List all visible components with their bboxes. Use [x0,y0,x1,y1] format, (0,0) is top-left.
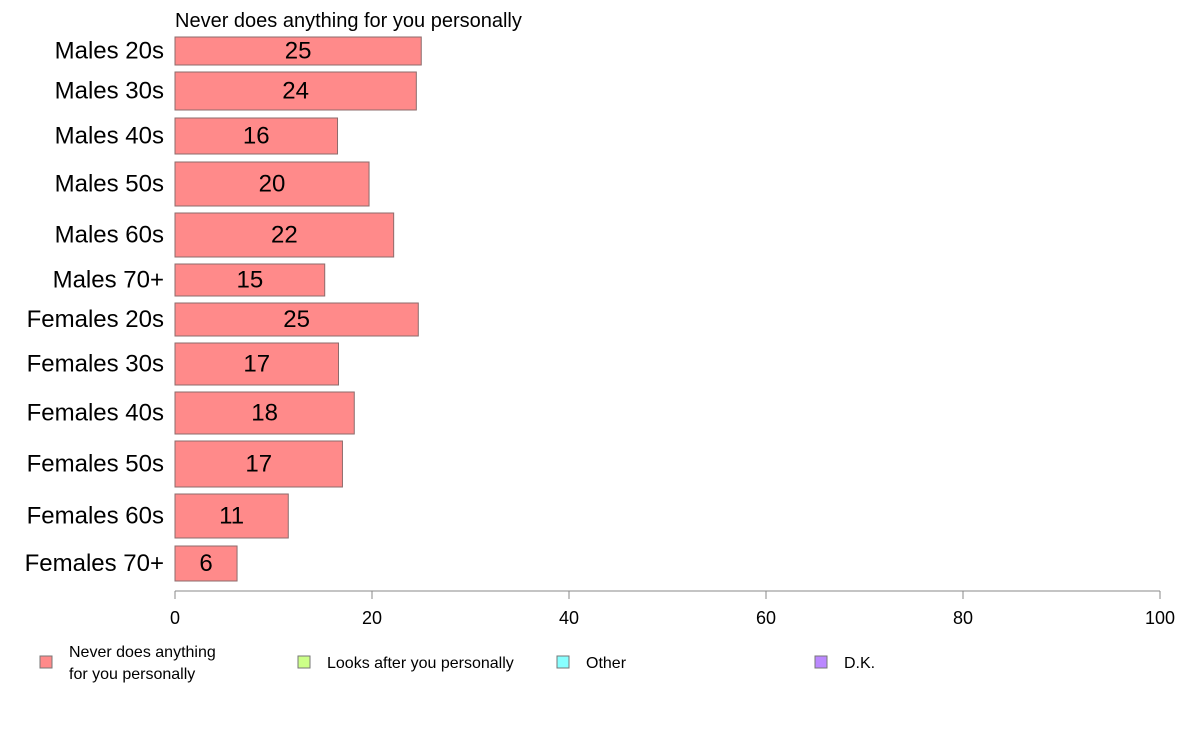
legend-swatch [297,655,311,669]
x-tick-label: 100 [1145,608,1175,628]
bars-group: Males 20s 25 Males 30s 24 Males 40s 16 Males 5… [25,36,422,582]
data-label: 17 [245,451,272,478]
data-label: 11 [219,503,244,530]
bar [174,161,370,207]
legend-swatch [39,655,53,669]
category-label: Females 30s [27,351,164,378]
data-label: 16 [243,123,270,150]
category-label: Males 20s [55,38,164,65]
category-label: Males 40s [55,123,164,150]
data-label: 17 [243,351,270,378]
bar [174,493,289,539]
data-label: 22 [271,222,298,249]
legend-label: D.K. [844,655,875,672]
category-label: Males 60s [55,222,164,249]
bar [174,36,422,66]
bar [174,263,326,297]
x-tick-label: 60 [756,608,776,628]
legend-label: for you personally [69,666,195,683]
legend-swatch [556,655,570,669]
category-label: Females 40s [27,400,164,427]
data-label: 25 [285,38,312,65]
bar [174,302,419,337]
x-tick-label: 80 [953,608,973,628]
legend-label: Other [586,655,627,672]
category-label: Females 70+ [25,550,164,577]
data-label: 20 [259,171,286,198]
category-label: Females 20s [27,306,164,333]
legend-swatch [814,655,828,669]
bar [174,440,343,488]
bar [174,391,355,435]
category-label: Males 30s [55,78,164,105]
x-tick-label: 20 [362,608,382,628]
bar [174,342,340,386]
category-label: Females 60s [27,503,164,530]
bar [174,212,395,258]
legend-label: Looks after you personally [327,655,514,672]
bar [174,545,238,582]
data-label: 15 [237,267,264,294]
data-label: 18 [251,400,278,427]
x-tick-label: 40 [559,608,579,628]
legend: Never does anything for you personally Loo… [39,644,875,683]
data-label: 25 [283,306,310,333]
x-axis: 0 20 40 60 80 100 [170,590,1175,628]
category-label: Females 50s [27,451,164,478]
chart-title: Never does anything for you personally [175,10,522,32]
bar [174,117,339,155]
category-label: Males 50s [55,171,164,198]
data-label: 24 [282,78,309,105]
category-label: Males 70+ [53,267,164,294]
legend-label: Never does anything [69,644,216,661]
bar [174,71,417,111]
x-tick-label: 0 [170,608,180,628]
data-label: 6 [199,550,212,577]
